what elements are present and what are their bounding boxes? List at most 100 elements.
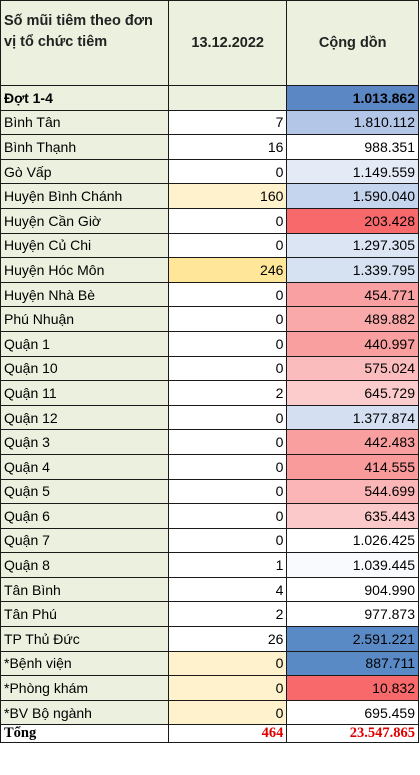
unit-name: Quận 11 <box>0 380 169 406</box>
table-row: Quận 11 2 645.729 <box>0 380 419 406</box>
unit-name: Quận 1 <box>0 330 169 357</box>
day-count: 0 <box>167 355 288 382</box>
table-row: Quận 5 0 544.699 <box>0 478 419 505</box>
unit-name: Phú Nhuận <box>0 306 169 332</box>
unit-name: Quận 7 <box>0 527 169 554</box>
table-row: Quận 1 0 440.997 <box>0 330 419 357</box>
cumulative-count: 203.428 <box>286 207 419 234</box>
cumulative-count: 1.039.445 <box>286 552 419 578</box>
table-row: Bình Tân 7 1.810.112 <box>0 109 419 136</box>
table-row: Tân Bình 4 904.990 <box>0 576 419 603</box>
day-count: 160 <box>167 183 288 209</box>
table-body: Đợt 1-4 1.013.862 Bình Tân 7 1.810.112 Bình T… <box>0 85 419 726</box>
total-day: 464 <box>167 724 288 744</box>
table-row: TP Thủ Đức 26 2.591.221 <box>0 626 419 652</box>
day-count: 0 <box>167 699 288 726</box>
cumulative-count: 977.873 <box>286 601 419 628</box>
total-label: Tổng <box>0 724 169 744</box>
unit-name: TP Thủ Đức <box>0 626 169 652</box>
cumulative-count: 887.711 <box>286 650 419 677</box>
day-count: 0 <box>167 453 288 480</box>
unit-name: Quận 10 <box>0 355 169 382</box>
day-count: 7 <box>167 109 288 136</box>
day-count: 0 <box>167 330 288 357</box>
cumulative-count: 414.555 <box>286 453 419 480</box>
unit-name: Huyện Hóc Môn <box>0 257 169 283</box>
header-row: Số mũi tiêm theo đơn vị tổ chức tiêm 13.… <box>0 0 419 86</box>
table-row: Phú Nhuận 0 489.882 <box>0 306 419 332</box>
cumulative-count: 1.026.425 <box>286 527 419 554</box>
cumulative-count: 695.459 <box>286 699 419 726</box>
table-row: *Phòng khám 0 10.832 <box>0 675 419 701</box>
cumulative-count: 1.297.305 <box>286 232 419 259</box>
table-row: Huyện Bình Chánh 160 1.590.040 <box>0 183 419 209</box>
table-row: Quận 8 1 1.039.445 <box>0 552 419 578</box>
day-count: 0 <box>167 429 288 455</box>
unit-name: Quận 6 <box>0 503 169 529</box>
table-row: Quận 6 0 635.443 <box>0 503 419 529</box>
total-cumulative: 23.547.865 <box>286 724 419 744</box>
day-count: 0 <box>167 281 288 308</box>
cumulative-count: 1.590.040 <box>286 183 419 209</box>
day-count <box>167 85 288 111</box>
cumulative-count: 635.443 <box>286 503 419 529</box>
table-row: Quận 10 0 575.024 <box>0 355 419 382</box>
cumulative-count: 2.591.221 <box>286 626 419 652</box>
unit-name: Huyện Nhà Bè <box>0 281 169 308</box>
day-count: 0 <box>167 503 288 529</box>
header-unit: Số mũi tiêm theo đơn vị tổ chức tiêm <box>0 0 169 86</box>
table-row: Gò Vấp 0 1.149.559 <box>0 158 419 185</box>
table-row: Tân Phú 2 977.873 <box>0 601 419 628</box>
cumulative-count: 1.013.862 <box>286 85 419 111</box>
unit-name: Đợt 1-4 <box>0 85 169 111</box>
cumulative-count: 544.699 <box>286 478 419 505</box>
cumulative-count: 10.832 <box>286 675 419 701</box>
unit-name: Huyện Củ Chi <box>0 232 169 259</box>
cumulative-count: 1.810.112 <box>286 109 419 136</box>
cumulative-count: 1.339.795 <box>286 257 419 283</box>
cumulative-count: 645.729 <box>286 380 419 406</box>
day-count: 246 <box>167 257 288 283</box>
vaccination-table: Số mũi tiêm theo đơn vị tổ chức tiêm 13.… <box>0 0 419 744</box>
unit-name: Gò Vấp <box>0 158 169 185</box>
unit-name: Quận 4 <box>0 453 169 480</box>
day-count: 0 <box>167 306 288 332</box>
unit-name: *BV Bộ ngành <box>0 699 169 726</box>
table-row: Đợt 1-4 1.013.862 <box>0 85 419 111</box>
table-row: Huyện Cần Giờ 0 203.428 <box>0 207 419 234</box>
day-count: 1 <box>167 552 288 578</box>
table-row: Huyện Củ Chi 0 1.297.305 <box>0 232 419 259</box>
day-count: 16 <box>167 134 288 160</box>
cumulative-count: 904.990 <box>286 576 419 603</box>
day-count: 0 <box>167 232 288 259</box>
total-row: Tổng 464 23.547.865 <box>0 724 419 744</box>
day-count: 0 <box>167 158 288 185</box>
cumulative-count: 454.771 <box>286 281 419 308</box>
header-date: 13.12.2022 <box>167 0 288 86</box>
day-count: 4 <box>167 576 288 603</box>
unit-name: *Bệnh viện <box>0 650 169 677</box>
table-row: Quận 12 0 1.377.874 <box>0 404 419 431</box>
unit-name: Quận 12 <box>0 404 169 431</box>
cumulative-count: 1.377.874 <box>286 404 419 431</box>
unit-name: Huyện Cần Giờ <box>0 207 169 234</box>
day-count: 2 <box>167 601 288 628</box>
cumulative-count: 575.024 <box>286 355 419 382</box>
day-count: 0 <box>167 207 288 234</box>
unit-name: Quận 3 <box>0 429 169 455</box>
table-row: Quận 3 0 442.483 <box>0 429 419 455</box>
cumulative-count: 440.997 <box>286 330 419 357</box>
cumulative-count: 988.351 <box>286 134 419 160</box>
unit-name: Huyện Bình Chánh <box>0 183 169 209</box>
table-row: Quận 7 0 1.026.425 <box>0 527 419 554</box>
table-row: Huyện Nhà Bè 0 454.771 <box>0 281 419 308</box>
day-count: 0 <box>167 404 288 431</box>
table-row: Quận 4 0 414.555 <box>0 453 419 480</box>
day-count: 0 <box>167 650 288 677</box>
unit-name: Quận 5 <box>0 478 169 505</box>
day-count: 0 <box>167 478 288 505</box>
unit-name: Bình Thạnh <box>0 134 169 160</box>
unit-name: Bình Tân <box>0 109 169 136</box>
cumulative-count: 442.483 <box>286 429 419 455</box>
unit-name: *Phòng khám <box>0 675 169 701</box>
